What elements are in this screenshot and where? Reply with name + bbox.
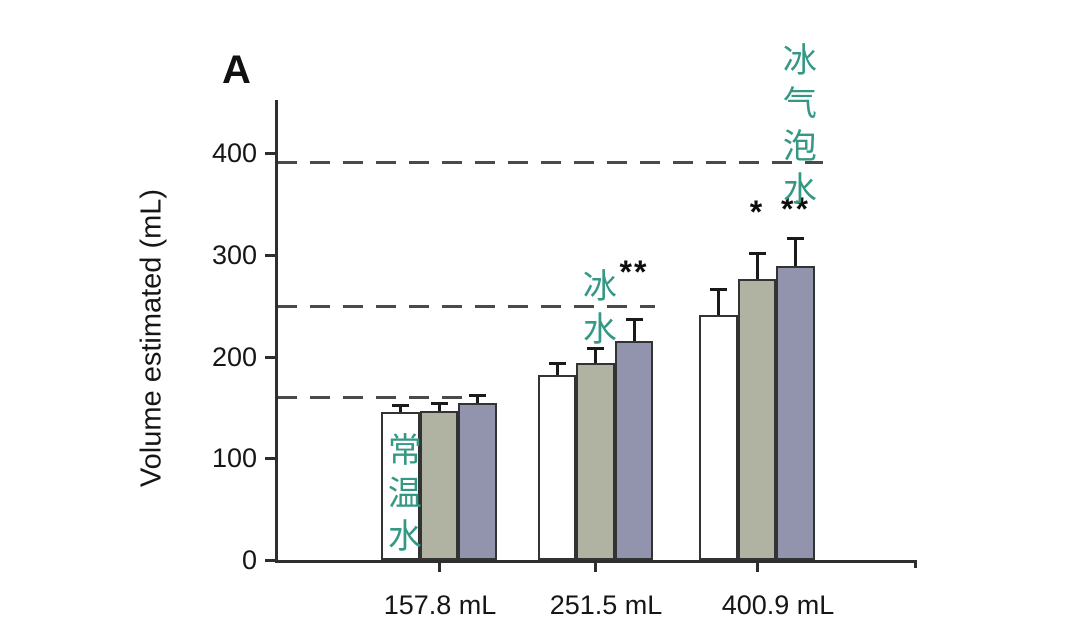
y-axis-tick (265, 457, 275, 461)
y-axis-tick (265, 559, 275, 562)
error-bar-cap (625, 317, 643, 321)
x-category-label: 157.8 mL (383, 590, 497, 620)
x-category-label: 251.5 mL (549, 590, 663, 620)
y-axis-tick (265, 152, 275, 155)
significance-marker: ** (781, 190, 810, 227)
panel-label: A (222, 48, 251, 92)
error-bar-cap (548, 361, 566, 365)
significance-marker: * (749, 194, 765, 230)
bar (699, 314, 738, 560)
bar (458, 403, 497, 560)
error-bar-cap (469, 394, 486, 398)
error-bar-cap (748, 251, 766, 255)
error-bar-whisker (632, 318, 636, 342)
error-bar-whisker (755, 252, 759, 280)
x-category-label: 400.9 mL (721, 590, 835, 620)
x-axis-end-tick (914, 560, 917, 568)
error-bar-whisker (717, 289, 720, 315)
significance-marker: ** (619, 254, 649, 291)
error-bar-whisker (794, 238, 797, 266)
y-tick-label: 400 (211, 138, 257, 168)
y-tick-label: 200 (211, 341, 257, 372)
x-axis-tick (755, 563, 759, 572)
bar (381, 412, 420, 560)
error-bar-whisker (399, 405, 402, 413)
reference-line (277, 305, 655, 309)
drink-type-annotation: 冰气泡水 (777, 42, 816, 215)
bar (576, 362, 615, 560)
error-bar-whisker (555, 362, 559, 375)
x-axis-tick (594, 563, 597, 572)
reference-line (277, 395, 464, 399)
error-bar-cap (430, 402, 448, 406)
bar (614, 341, 654, 560)
reference-line (277, 160, 823, 164)
error-bar-whisker (476, 395, 479, 404)
drink-type-annotation: 冰水 (577, 267, 616, 354)
error-bar-cap (392, 404, 409, 408)
bar (737, 279, 777, 560)
y-axis-tick (265, 253, 275, 257)
drink-type-annotation: 常温水 (382, 431, 421, 561)
error-bar-whisker (594, 348, 597, 363)
y-tick-label: 0 (241, 545, 257, 575)
bar (419, 411, 459, 560)
x-axis-line (275, 560, 917, 563)
y-tick-label: 100 (211, 443, 257, 474)
error-bar-whisker (437, 403, 441, 412)
error-bar-cap (710, 288, 727, 292)
error-bar-cap (787, 237, 804, 241)
bar (537, 374, 577, 560)
x-axis-tick (437, 563, 441, 572)
y-axis-line (275, 100, 278, 563)
bar (776, 265, 815, 560)
y-tick-label: 300 (211, 239, 257, 270)
error-bar-cap (587, 347, 604, 351)
y-axis-tick (265, 355, 275, 359)
